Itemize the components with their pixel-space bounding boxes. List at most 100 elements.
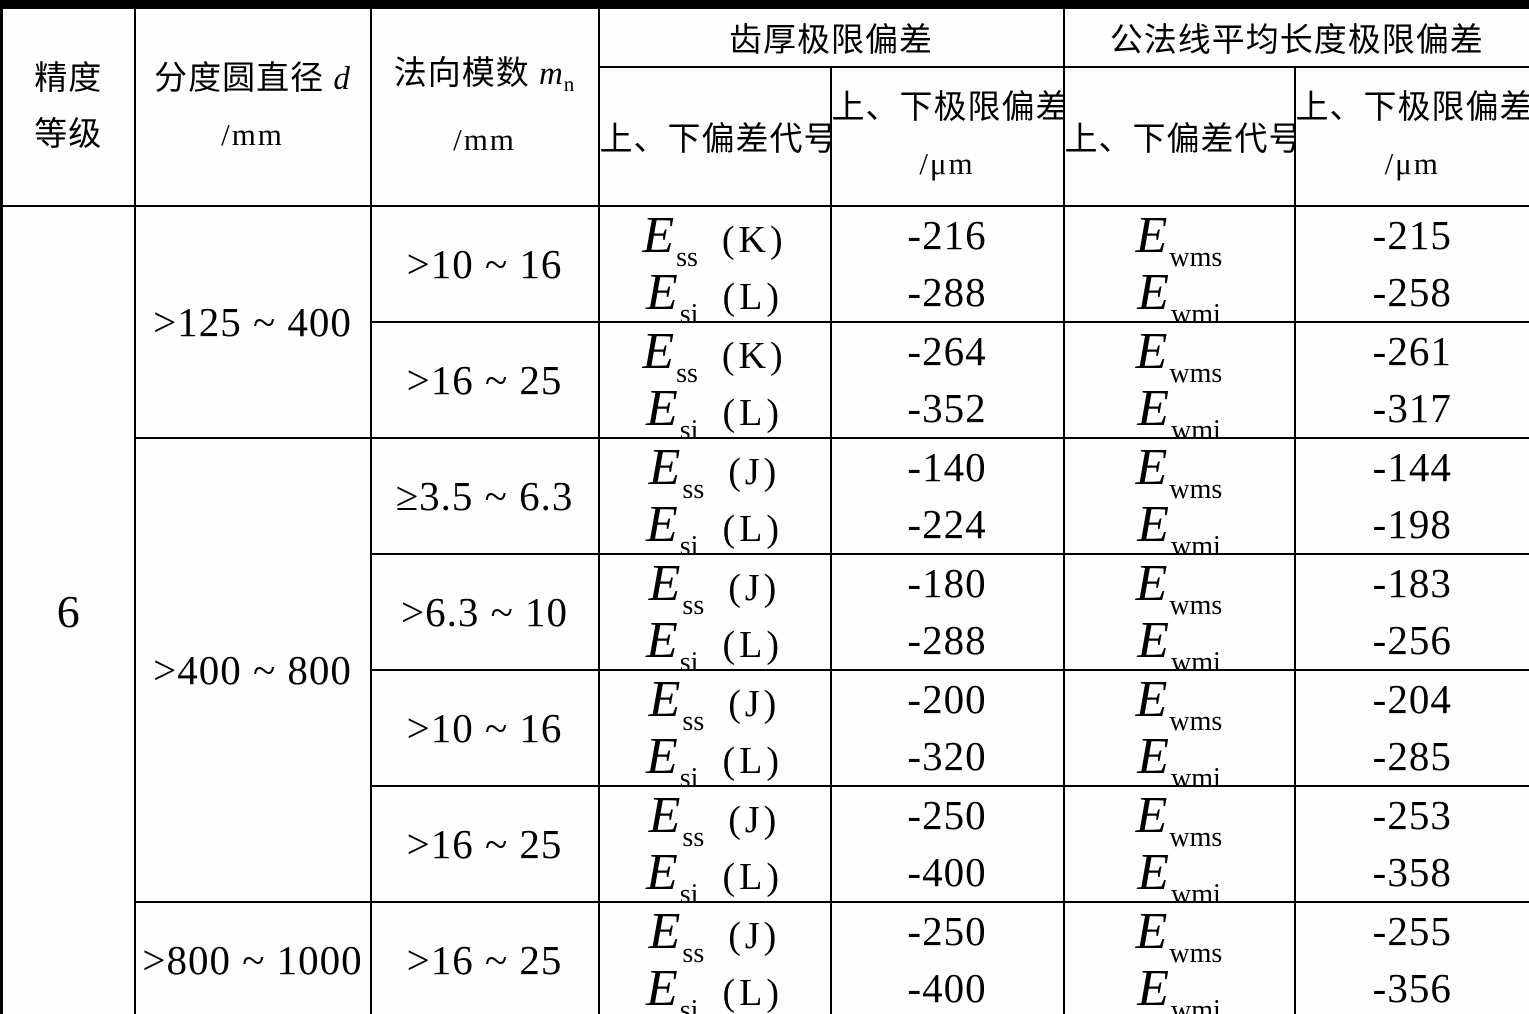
value-number: -320 xyxy=(907,732,987,779)
symbol-E: E xyxy=(646,727,678,785)
module-range-cell: >6.3 ~ 10 xyxy=(369,552,600,671)
deviation-value: -250 xyxy=(833,788,1062,844)
code-letter: (L) xyxy=(722,739,783,782)
thickness-value-cell: -140 -224 xyxy=(829,436,1065,555)
header-group-tooth-thickness: 齿厚极限偏差 xyxy=(597,3,1065,68)
deviation-code: Esi (L) xyxy=(601,379,829,437)
value-number: -258 xyxy=(1372,268,1452,315)
deviation-value: -400 xyxy=(833,960,1062,1014)
deviation-value: -253 xyxy=(1297,788,1529,844)
thickness-value-cell: -216 -288 xyxy=(829,204,1065,323)
deviation-value: -288 xyxy=(833,264,1062,320)
module-range-cell: >16 ~ 25 xyxy=(369,900,600,1014)
thickness-limit-label: 上、下极限偏差 xyxy=(831,90,1064,126)
symbol-subscript: si xyxy=(679,298,699,322)
table-row: >16 ~ 25 Ess (J) Esi (L) -250 -400 Ewms Ewmi -253… xyxy=(2,784,1529,903)
symbol-E: E xyxy=(1137,263,1169,321)
deviation-code: Esi (L) xyxy=(601,263,829,322)
deviation-value: -352 xyxy=(833,380,1062,436)
deviation-code: Ewmi xyxy=(1066,612,1293,670)
value-number: -256 xyxy=(1372,616,1452,663)
header-normal-code: 上、下偏差代号 xyxy=(1062,65,1296,207)
value-number: -200 xyxy=(907,675,987,722)
table-row: 6 >125 ~ 400 >10 ~ 16 Ess (K) Esi (L) -216 -288 E… xyxy=(0,204,1529,1014)
header-row-subcolumns: 上、下偏差代号 上、下极限偏差 /μm 上、下偏差代号 上、下极限偏差 /μm xyxy=(2,65,1529,207)
normal-limit-label: 上、下极限偏差 xyxy=(1295,90,1529,126)
value-number: -400 xyxy=(907,964,987,1011)
value-number: -216 xyxy=(907,211,987,258)
header-normal-limit: 上、下极限偏差 /μm xyxy=(1293,65,1529,207)
deviation-value: -400 xyxy=(833,844,1062,900)
deviation-value: -264 xyxy=(833,324,1062,380)
symbol-subscript: wmi xyxy=(1170,530,1221,554)
thickness-value-cell: -250 -400 xyxy=(829,900,1065,1014)
symbol-E: E xyxy=(1135,438,1168,496)
symbol-E: E xyxy=(646,379,678,437)
code-letter: (L) xyxy=(722,507,783,550)
value-number: -261 xyxy=(1372,327,1452,374)
module-unit: /mm xyxy=(453,121,516,157)
value-number: -140 xyxy=(907,443,987,490)
thickness-limit-unit: /μm xyxy=(919,146,975,181)
pitch-diameter-text: 分度圆直径 xyxy=(154,60,325,97)
table-row: >10 ~ 16 Ess (J) Esi (L) -200 -320 Ewms Ewmi -204… xyxy=(2,668,1529,787)
table-row: >6.3 ~ 10 Ess (J) Esi (L) -180 -288 Ewms Ewmi -18… xyxy=(2,552,1529,671)
thickness-code-cell: Ess (J) Esi (L) xyxy=(597,552,832,671)
symbol-subscript: ss xyxy=(682,705,705,737)
code-letter: (K) xyxy=(721,334,787,377)
code-letter: (J) xyxy=(728,566,781,609)
symbol-E: E xyxy=(648,438,681,496)
symbol-subscript: wmi xyxy=(1170,762,1221,786)
normal-length-value-cell: -204 -285 xyxy=(1293,668,1529,787)
symbol-E: E xyxy=(648,786,681,844)
precision-grade-line1: 精度 xyxy=(34,60,103,97)
deviation-value: -258 xyxy=(1297,264,1529,320)
symbol-E: E xyxy=(646,263,678,321)
symbol-E: E xyxy=(646,495,678,553)
deviation-value: -255 xyxy=(1297,904,1529,960)
symbol-subscript: wms xyxy=(1169,821,1223,853)
deviation-value: -180 xyxy=(833,556,1062,612)
value-number: -198 xyxy=(1372,500,1452,547)
table-row: >800 ~ 1000 >16 ~ 25 Ess (J) Esi (L) -250 -400 E… xyxy=(2,900,1529,1014)
normal-limit-unit: /μm xyxy=(1384,146,1440,181)
value-number: -204 xyxy=(1372,675,1452,722)
deviation-value: -224 xyxy=(833,496,1062,552)
deviation-code: Ewms xyxy=(1066,556,1293,621)
deviation-value: -256 xyxy=(1297,612,1529,668)
symbol-E: E xyxy=(1137,843,1169,901)
table-row: >16 ~ 25 Ess (K) Esi (L) -264 -352 Ewms Ewmi -261… xyxy=(2,320,1529,439)
symbol-subscript: ss xyxy=(682,473,705,505)
symbol-subscript: wmi xyxy=(1170,646,1221,670)
symbol-subscript: wms xyxy=(1169,357,1223,389)
precision-grade-cell: 6 xyxy=(0,204,136,1014)
symbol-E: E xyxy=(1135,786,1168,844)
normal-length-value-cell: -183 -256 xyxy=(1293,552,1529,671)
deviation-value: -144 xyxy=(1297,440,1529,496)
deviation-value: -285 xyxy=(1297,728,1529,784)
symbol-subscript: si xyxy=(679,994,699,1014)
code-letter: (L) xyxy=(722,971,783,1014)
normal-length-value-cell: -255 -356 xyxy=(1293,900,1529,1014)
deviation-code: Ess (J) xyxy=(601,786,829,853)
deviation-code: Ess (J) xyxy=(601,556,829,621)
normal-length-value-cell: -261 -317 xyxy=(1293,320,1529,439)
code-letter: (J) xyxy=(728,682,781,725)
thickness-value-cell: -250 -400 xyxy=(829,784,1065,903)
normal-length-code-cell: Ewms Ewmi xyxy=(1062,784,1296,903)
symbol-E: E xyxy=(646,959,678,1014)
symbol-subscript: si xyxy=(679,530,699,554)
deviation-code: Ewms xyxy=(1066,324,1293,389)
value-number: -356 xyxy=(1372,964,1452,1011)
symbol-E: E xyxy=(648,902,681,960)
deviation-value: -320 xyxy=(833,728,1062,784)
normal-length-value-cell: -144 -198 xyxy=(1293,436,1529,555)
value-number: -285 xyxy=(1372,732,1452,779)
code-letter: (L) xyxy=(722,275,783,318)
symbol-subscript: wmi xyxy=(1170,298,1221,322)
symbol-E: E xyxy=(1137,379,1169,437)
deviation-code: Ess (J) xyxy=(601,902,829,969)
deviation-code: Ewmi xyxy=(1066,843,1293,901)
diameter-range-cell: >800 ~ 1000 xyxy=(133,900,372,1014)
